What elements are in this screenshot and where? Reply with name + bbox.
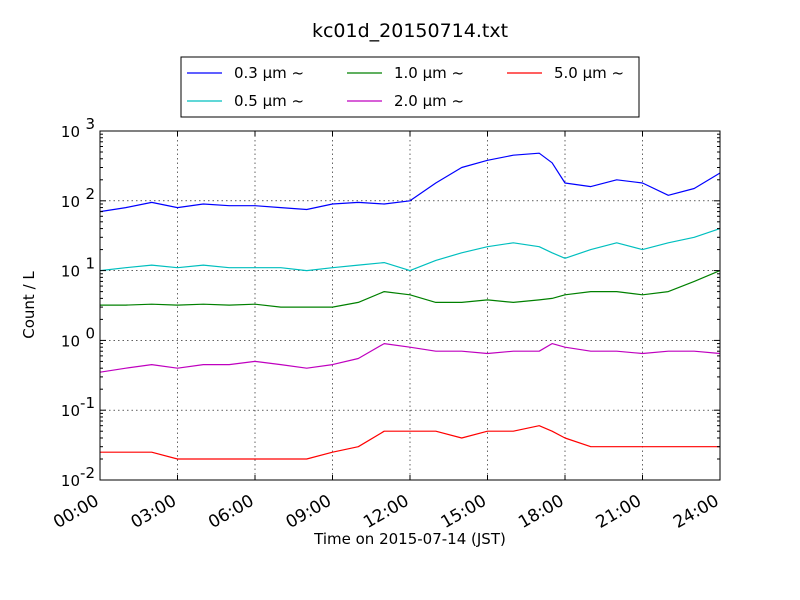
series-line bbox=[99, 152, 721, 213]
ticks bbox=[99, 130, 721, 481]
legend-label: 0.3 μm ~ bbox=[234, 64, 304, 82]
legend: 0.3 μm ~ 0.5 μm ~ 1.0 μm ~ 2.0 μm ~ 5.0 μm ~ bbox=[180, 56, 640, 118]
y-tick-label: 10 bbox=[61, 332, 80, 350]
y-tick-label: 10 bbox=[61, 123, 80, 141]
series-line bbox=[99, 228, 721, 272]
x-tick-label: 06:00 bbox=[205, 491, 257, 533]
y-tick-exponent: 0 bbox=[85, 324, 95, 342]
y-tick-base: 10 bbox=[61, 472, 80, 490]
grid bbox=[100, 131, 720, 480]
y-tick-label: 10 bbox=[61, 193, 80, 211]
y-tick-base: 10 bbox=[61, 123, 80, 141]
x-tick-label: 18:00 bbox=[515, 491, 567, 533]
series-line bbox=[100, 425, 720, 460]
legend-label: 1.0 μm ~ bbox=[394, 64, 464, 82]
legend-label: 2.0 μm ~ bbox=[394, 92, 464, 110]
x-tick-label: 21:00 bbox=[593, 491, 645, 533]
series-layer bbox=[99, 152, 721, 460]
x-tick-label: 03:00 bbox=[128, 491, 180, 533]
x-tick-labels: 00:00 03:00 06:00 09:00 12:00 15:00 18:00 21:00… bbox=[50, 491, 722, 533]
y-tick-exponent: -2 bbox=[80, 464, 95, 482]
y-tick-label: 10 bbox=[61, 402, 80, 420]
series-line bbox=[100, 270, 721, 308]
y-tick-exponent: 3 bbox=[85, 115, 95, 133]
chart-title: kc01d_20150714.txt bbox=[312, 20, 508, 42]
x-tick-label: 09:00 bbox=[283, 491, 335, 533]
y-tick-base: 10 bbox=[61, 193, 80, 211]
legend-box bbox=[180, 56, 640, 118]
y-tick-base: 10 bbox=[61, 263, 80, 281]
y-tick-exponent: -1 bbox=[80, 394, 95, 412]
y-tick-exponent: 1 bbox=[85, 255, 95, 273]
x-tick-label: 15:00 bbox=[438, 491, 490, 533]
y-tick-exponent: 2 bbox=[85, 185, 95, 203]
y-tick-base: 10 bbox=[61, 402, 80, 420]
series-line bbox=[99, 343, 721, 373]
y-tick-base: 10 bbox=[61, 332, 80, 350]
y-axis-label: Count / L bbox=[20, 271, 38, 339]
legend-label: 0.5 μm ~ bbox=[234, 92, 304, 110]
x-axis-label: Time on 2015-07-14 (JST) bbox=[313, 530, 506, 548]
y-tick-label: 10 bbox=[61, 263, 80, 281]
x-tick-label: 00:00 bbox=[50, 491, 102, 533]
legend-label: 5.0 μm ~ bbox=[554, 64, 624, 82]
plot-frame bbox=[99, 130, 721, 481]
y-tick-label: 10 bbox=[61, 472, 80, 490]
x-tick-label: 12:00 bbox=[360, 491, 412, 533]
x-tick-label: 24:00 bbox=[670, 491, 722, 533]
